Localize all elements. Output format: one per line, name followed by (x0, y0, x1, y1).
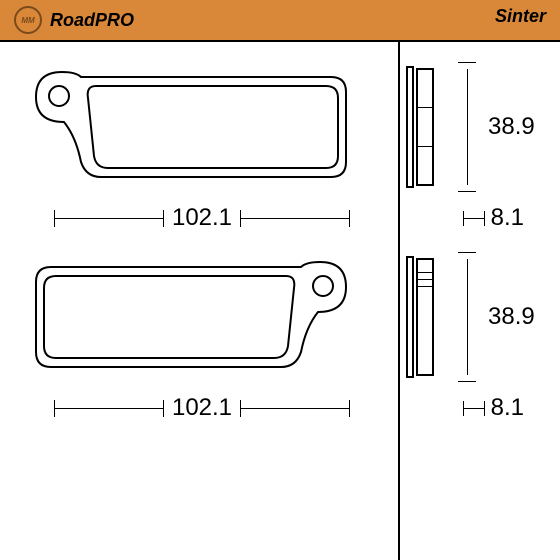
side-2-pad-face (416, 258, 434, 376)
dim-line-left (54, 408, 164, 409)
pad-1-width-value: 102.1 (172, 204, 232, 232)
dim-line (463, 218, 485, 219)
compound-name: Sinter (495, 6, 546, 26)
side-2-height-dimension (458, 252, 476, 382)
side-1-top-row: 38.9 (416, 62, 544, 192)
front-view-column: 102.1 102.1 (0, 42, 400, 560)
side-2-height-value: 38.9 (488, 303, 535, 331)
side-2-group: 38.9 8.1 (416, 252, 544, 422)
groove-line (418, 146, 432, 147)
side-1-thickness-value: 8.1 (491, 204, 524, 232)
dim-line-left (54, 218, 164, 219)
groove-line (418, 272, 432, 273)
header-bar: MM RoadPRO Sinter (0, 0, 560, 42)
pad-2-width-dimension: 102.1 (26, 394, 378, 422)
dim-line (463, 408, 485, 409)
groove-line (418, 279, 432, 280)
diagram-container: MM RoadPRO Sinter 102.1 (0, 0, 560, 560)
pad-2-outline (26, 252, 356, 382)
dim-end (458, 252, 476, 253)
side-view-column: 38.9 8.1 (400, 42, 560, 560)
dim-end (458, 191, 476, 192)
side-1-backing-plate (406, 66, 414, 188)
brand-name: RoadPRO (50, 10, 134, 31)
side-2-backing-plate (406, 256, 414, 378)
pad-1-outline (26, 62, 356, 192)
groove-line (418, 286, 432, 287)
side-1-pad-face (416, 68, 434, 186)
diagram-body: 102.1 102.1 (0, 42, 560, 560)
dim-end (458, 62, 476, 63)
side-1-profile (416, 68, 446, 186)
dim-line (467, 69, 468, 185)
dim-line-right (240, 218, 350, 219)
pad-2-group: 102.1 (26, 252, 378, 422)
side-2-thickness-value: 8.1 (491, 394, 524, 422)
groove-line (418, 107, 432, 108)
header-brand-section: MM RoadPRO (0, 0, 280, 40)
side-2-profile (416, 258, 446, 376)
pad-1-group: 102.1 (26, 62, 378, 232)
pad-2-width-value: 102.1 (172, 394, 232, 422)
side-1-height-dimension (458, 62, 476, 192)
header-compound-section: Sinter (280, 0, 560, 40)
dim-end (458, 381, 476, 382)
side-2-top-row: 38.9 (416, 252, 544, 382)
side-1-height-value: 38.9 (488, 113, 535, 141)
side-2-thickness-dimension: 8.1 (416, 394, 544, 422)
side-1-thickness-dimension: 8.1 (416, 204, 544, 232)
dim-line (467, 259, 468, 375)
pad-1-width-dimension: 102.1 (26, 204, 378, 232)
dim-line-right (240, 408, 350, 409)
brand-logo-icon: MM (14, 6, 42, 34)
side-1-group: 38.9 8.1 (416, 62, 544, 232)
